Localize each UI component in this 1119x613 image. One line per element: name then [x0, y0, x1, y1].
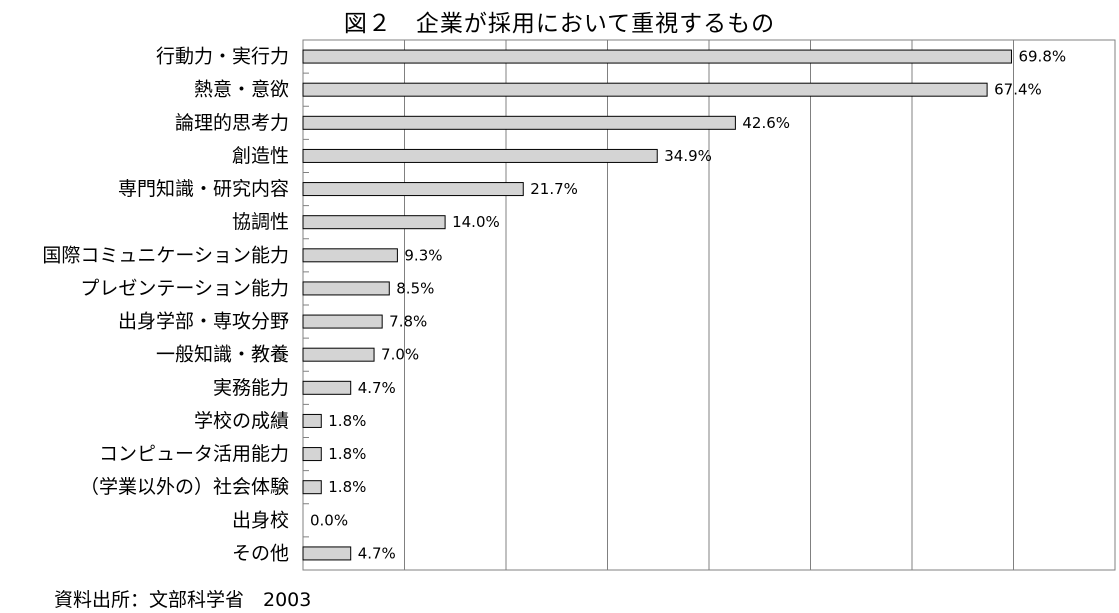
data-label: 7.8% — [389, 313, 427, 331]
data-label: 8.5% — [396, 279, 434, 297]
bar — [302, 380, 352, 395]
bar — [302, 413, 322, 428]
bar — [302, 314, 383, 329]
bar — [302, 480, 322, 495]
bar — [302, 281, 390, 296]
chart-title: 図２ 企業が採用において重視するもの — [343, 11, 776, 37]
category-label: 国際コミュニケーション能力 — [42, 244, 289, 266]
data-label: 4.7% — [358, 544, 396, 562]
bar — [302, 248, 398, 263]
category-label: その他 — [232, 542, 289, 564]
data-label: 4.7% — [358, 379, 396, 397]
bar — [302, 148, 658, 163]
category-label: 熱意・意欲 — [194, 79, 289, 101]
data-label: 21.7% — [530, 180, 578, 198]
category-label: 出身校 — [232, 509, 289, 531]
data-label: 1.8% — [328, 445, 366, 463]
category-label: 行動力・実行力 — [156, 46, 289, 68]
category-label: 論理的思考力 — [175, 112, 289, 134]
bar — [302, 546, 352, 561]
data-label: 42.6% — [742, 114, 790, 132]
bar — [302, 115, 736, 130]
data-label: 34.9% — [664, 147, 712, 165]
bar — [302, 49, 1012, 64]
source-note: 資料出所：文部科学省 2003 — [54, 589, 312, 611]
data-label: 67.4% — [994, 81, 1042, 99]
bar — [302, 347, 375, 362]
category-label: コンピュータ活用能力 — [99, 443, 289, 465]
category-label: 協調性 — [232, 211, 289, 233]
data-label: 69.8% — [1018, 48, 1066, 66]
category-label: 実務能力 — [213, 377, 289, 399]
data-label: 7.0% — [381, 346, 419, 364]
category-label: （学業以外の）社会体験 — [80, 476, 289, 498]
bar — [302, 215, 446, 230]
category-label: 創造性 — [232, 145, 289, 167]
data-label: 1.8% — [328, 412, 366, 430]
category-label: 専門知識・研究内容 — [118, 178, 289, 200]
category-label: 出身学部・専攻分野 — [118, 311, 289, 333]
data-label: 0.0% — [310, 511, 348, 529]
bar — [302, 82, 988, 97]
category-label: プレゼンテーション能力 — [80, 277, 289, 299]
bar — [302, 182, 524, 197]
category-label: 学校の成績 — [194, 410, 289, 432]
bar — [302, 447, 322, 462]
category-label: 一般知識・教養 — [156, 344, 289, 366]
data-label: 1.8% — [328, 478, 366, 496]
data-label: 9.3% — [404, 246, 442, 264]
data-label: 14.0% — [452, 213, 500, 231]
